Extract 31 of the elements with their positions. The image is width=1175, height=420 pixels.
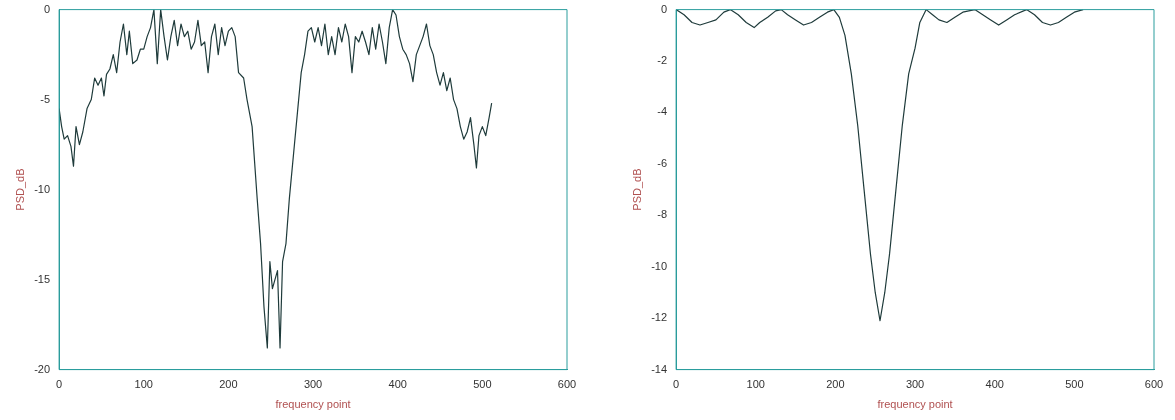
x-tick-label: 300: [905, 378, 925, 391]
x-tick-label: 400: [388, 378, 407, 391]
y-axis-title: PSD_dB: [13, 168, 26, 211]
x-axis-title: frequency point: [275, 398, 351, 411]
y-tick-label: -4: [657, 105, 668, 118]
y-tick-label: 0: [43, 2, 51, 15]
y-tick-label: -15: [34, 272, 51, 285]
y-tick-label: -8: [657, 208, 668, 221]
y-tick-label: 0: [660, 2, 668, 15]
y-axis-title: PSD_dB: [630, 168, 643, 211]
x-tick-label: 600: [1144, 378, 1164, 391]
x-tick-label: 200: [219, 378, 238, 391]
y-tick-label: -14: [651, 362, 668, 375]
x-tick-label: 200: [826, 378, 845, 391]
y-tick-label: -6: [657, 156, 668, 169]
y-tick-label: -5: [40, 92, 51, 105]
x-axis-title: frequency point: [877, 398, 953, 411]
x-tick-label: 0: [673, 378, 680, 391]
x-tick-label: 0: [56, 378, 63, 391]
x-tick-label: 500: [1065, 378, 1084, 391]
y-tick-label: -20: [34, 362, 51, 375]
y-tick-label: -10: [34, 182, 51, 195]
x-tick-label: 500: [473, 378, 492, 391]
x-tick-label: 400: [985, 378, 1004, 391]
x-tick-label: 600: [557, 378, 577, 391]
x-tick-label: 100: [134, 378, 153, 391]
y-tick-label: -2: [657, 54, 668, 67]
y-tick-label: -10: [651, 259, 668, 272]
x-tick-label: 100: [746, 378, 765, 391]
x-tick-label: 300: [303, 378, 323, 391]
y-tick-label: -12: [651, 311, 668, 324]
